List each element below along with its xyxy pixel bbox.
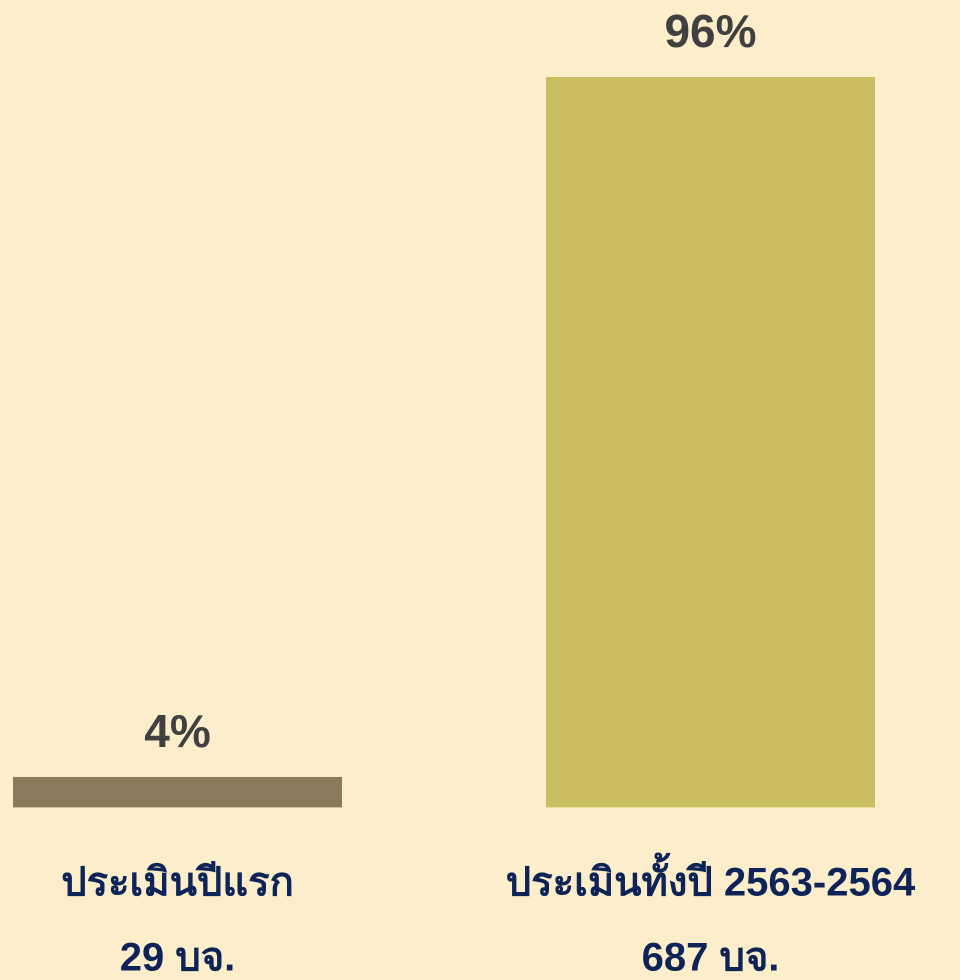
x-tick-sublabel: 687 บจ. (642, 936, 780, 980)
value-label: 96% (664, 5, 756, 57)
x-tick-sublabel: 29 บจ. (120, 936, 236, 980)
value-label: 4% (144, 705, 210, 757)
x-tick-label: ประเมินปีแรก (61, 861, 294, 905)
x-tick-label: ประเมินทั้งปี 2563-2564 (506, 853, 916, 905)
bar (546, 77, 875, 808)
bar (13, 776, 342, 808)
